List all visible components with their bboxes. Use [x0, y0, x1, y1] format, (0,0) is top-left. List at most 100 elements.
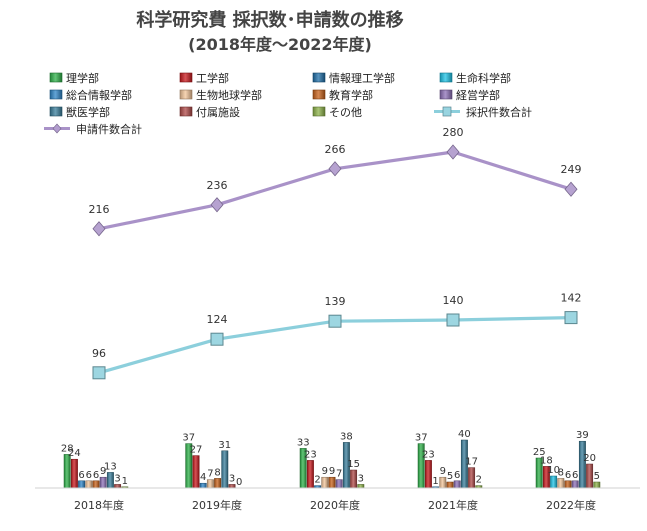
bar-label-e78da3e58cbbe5ada6e983a8-3: 38 — [340, 431, 353, 442]
chart-subtitle: (2018年度～2022年度) — [188, 35, 372, 54]
bar-label-e69599e882b2e5ada6e983a8-4: 5 — [447, 471, 453, 482]
marker-e68ea1e68a9ee4bbb6e695b0e59088e8a888-1 — [92, 366, 106, 380]
bar-label-e69599e882b2e5ada6e983a8-2: 8 — [214, 467, 220, 478]
marker-e794b3e8ab8be4bbb6e695b0e59088e8a888-5 — [564, 181, 578, 197]
legend-label: 採択件数合計 — [466, 105, 532, 119]
marker-e68ea1e68a9ee4bbb6e695b0e59088e8a888-2 — [210, 332, 224, 346]
legend-item-e68385e5a0b1e79086e5b7a5e5ada6e983a8: 情報理工学部 — [312, 71, 395, 85]
line-label-e794b3e8ab8be4bbb6e695b0e59088e8a888-2: 236 — [207, 179, 228, 192]
bar-label-e79086e5ada6e983a8-3: 33 — [297, 437, 310, 448]
legend-item-e7b78fe59088e68385e5a0b1e5ada6e983a8: 総合情報学部 — [49, 88, 132, 102]
legend-item-e69599e882b2e5ada6e983a8: 教育学部 — [312, 88, 373, 102]
legend-swatch — [439, 72, 453, 83]
bar-e69599e882b2e5ada6e983a8-2 — [214, 478, 222, 489]
marker-e794b3e8ab8be4bbb6e695b0e59088e8a888-2 — [210, 197, 224, 213]
bar-e5b7a5e5ada6e983a8-3 — [306, 460, 314, 489]
bar-e69599e882b2e5ada6e983a8-4 — [446, 481, 454, 489]
bar-e69599e882b2e5ada6e983a8-1 — [92, 480, 100, 489]
x-tick-label-3: 2020年度 — [310, 498, 360, 512]
legend-item-e5b7a5e5ada6e983a8: 工学部 — [179, 71, 229, 85]
bar-e5b7a5e5ada6e983a8-2 — [192, 455, 200, 489]
bar-label-e4bb98e5b19ee696bde8a8ad-3: 15 — [347, 459, 360, 470]
legend-swatch — [49, 72, 63, 83]
marker-e68ea1e68a9ee4bbb6e695b0e59088e8a888-4 — [446, 313, 460, 327]
lines-layer: 96 124 139 140 142 216 236 266 280 249 — [89, 126, 582, 380]
bar-e79086e5ada6e983a8-1 — [63, 454, 71, 489]
x-tick-label-4: 2021年度 — [428, 498, 478, 512]
bar-label-e78da3e58cbbe5ada6e983a8-1: 13 — [104, 461, 117, 472]
bar-e4bb98e5b19ee696bde8a8ad-1 — [114, 484, 122, 489]
bar-e69599e882b2e5ada6e983a8-3 — [328, 476, 336, 489]
bar-label-e4bb98e5b19ee696bde8a8ad-1: 3 — [114, 473, 120, 484]
legend-swatch — [312, 106, 326, 117]
bar-label-e7b58ce596b6e5ada6e983a8-3: 7 — [336, 469, 342, 480]
marker-e68ea1e68a9ee4bbb6e695b0e59088e8a888-3 — [328, 314, 342, 328]
legend-item-e68ea1e68a9ee4bbb6e695b0e59088e8a888: 採択件数合計 — [434, 105, 532, 119]
bar-label-e79086e5ada6e983a8-1: 28 — [61, 443, 74, 454]
bar-e4bb98e5b19ee696bde8a8ad-3 — [350, 469, 358, 489]
legend-label: 教育学部 — [329, 88, 373, 102]
bar-label-e5b7a5e5ada6e983a8-5: 18 — [540, 455, 553, 466]
legend-item-e7949fe591bde7a791e5ada6e983a8: 生命科学部 — [439, 71, 511, 85]
bar-label-e7b78fe59088e68385e5a0b1e5ada6e983a8-3: 2 — [314, 475, 320, 486]
marker-e794b3e8ab8be4bbb6e695b0e59088e8a888-1 — [92, 221, 106, 237]
bar-e3819de381aee4bb96-3 — [357, 484, 365, 489]
bar-e4bb98e5b19ee696bde8a8ad-4 — [468, 467, 476, 489]
line-label-e68ea1e68a9ee4bbb6e695b0e59088e8a888-3: 139 — [325, 295, 346, 308]
bar-label-e4bb98e5b19ee696bde8a8ad-2: 3 — [229, 473, 235, 484]
line-label-e794b3e8ab8be4bbb6e695b0e59088e8a888-5: 249 — [561, 163, 582, 176]
legend-label: 経営学部 — [456, 88, 500, 102]
bar-label-e69599e882b2e5ada6e983a8-3: 9 — [329, 466, 335, 477]
line-label-e68ea1e68a9ee4bbb6e695b0e59088e8a888-2: 124 — [207, 313, 228, 326]
line-label-e68ea1e68a9ee4bbb6e695b0e59088e8a888-4: 140 — [443, 294, 464, 307]
legend-swatch — [49, 106, 63, 117]
bar-label-e7b58ce596b6e5ada6e983a8-4: 6 — [454, 470, 460, 481]
bar-label-e7b78fe59088e68385e5a0b1e5ada6e983a8-1: 6 — [78, 470, 84, 481]
bar-label-e7949fe789a9e59cb0e79083e5ada6e983a8-3: 9 — [322, 466, 328, 477]
x-tick-label-2: 2019年度 — [192, 498, 242, 512]
bar-e7949fe789a9e59cb0e79083e5ada6e983a8-3 — [321, 476, 329, 489]
bar-e7949fe591bde7a791e5ada6e983a8-5 — [550, 475, 558, 489]
legend-swatch — [439, 89, 453, 100]
bar-e4bb98e5b19ee696bde8a8ad-5 — [586, 463, 594, 489]
line-label-e794b3e8ab8be4bbb6e695b0e59088e8a888-4: 280 — [443, 126, 464, 139]
legend-swatch — [179, 89, 193, 100]
bar-e4bb98e5b19ee696bde8a8ad-2 — [228, 484, 236, 489]
chart-title: 科学研究費 採択数･申請数の推移 — [136, 9, 403, 31]
line-label-e68ea1e68a9ee4bbb6e695b0e59088e8a888-1: 96 — [92, 347, 106, 360]
bar-e5b7a5e5ada6e983a8-1 — [70, 458, 78, 489]
bar-e7b58ce596b6e5ada6e983a8-4 — [453, 480, 461, 489]
legend-swatch — [49, 89, 63, 100]
bar-e78da3e58cbbe5ada6e983a8-2 — [221, 450, 229, 489]
legend-item-e78da3e58cbbe5ada6e983a8: 獣医学部 — [49, 105, 110, 119]
bar-e69599e882b2e5ada6e983a8-5 — [564, 480, 572, 489]
bar-label-e69599e882b2e5ada6e983a8-1: 6 — [93, 470, 99, 481]
bar-e78da3e58cbbe5ada6e983a8-5 — [578, 440, 586, 489]
bar-label-e3819de381aee4bb96-2: 0 — [236, 477, 242, 488]
line-label-e68ea1e68a9ee4bbb6e695b0e59088e8a888-5: 142 — [561, 292, 582, 305]
bar-label-e5b7a5e5ada6e983a8-1: 24 — [68, 448, 81, 459]
bar-label-e5b7a5e5ada6e983a8-2: 27 — [190, 445, 203, 456]
bar-label-e69599e882b2e5ada6e983a8-5: 6 — [565, 470, 571, 481]
legend-item-e3819de381aee4bb96: その他 — [312, 106, 362, 119]
bar-e7949fe789a9e59cb0e79083e5ada6e983a8-1 — [85, 480, 93, 489]
bar-label-e7b78fe59088e68385e5a0b1e5ada6e983a8-4: 1 — [432, 476, 438, 487]
legend-swatch — [179, 72, 193, 83]
x-tick-label-1: 2018年度 — [74, 498, 124, 512]
bar-label-e7b58ce596b6e5ada6e983a8-5: 6 — [572, 470, 578, 481]
bar-e7949fe789a9e59cb0e79083e5ada6e983a8-5 — [557, 478, 565, 489]
bar-label-e5b7a5e5ada6e983a8-3: 23 — [304, 449, 317, 460]
bar-label-e4bb98e5b19ee696bde8a8ad-5: 20 — [583, 453, 596, 464]
legend-item-e7949fe789a9e59cb0e79083e5ada6e983a8: 生物地球学部 — [179, 88, 262, 102]
legend-label: 生命科学部 — [456, 71, 511, 85]
legend-swatch — [312, 89, 326, 100]
legend-item-e4bb98e5b19ee696bde8a8ad: 付属施設 — [179, 105, 240, 119]
bar-e7b58ce596b6e5ada6e983a8-1 — [99, 476, 107, 489]
bar-label-e7949fe789a9e59cb0e79083e5ada6e983a8-4: 9 — [440, 466, 446, 477]
bar-label-e3819de381aee4bb96-4: 2 — [476, 475, 482, 486]
bar-label-e4bb98e5b19ee696bde8a8ad-4: 17 — [465, 457, 478, 468]
